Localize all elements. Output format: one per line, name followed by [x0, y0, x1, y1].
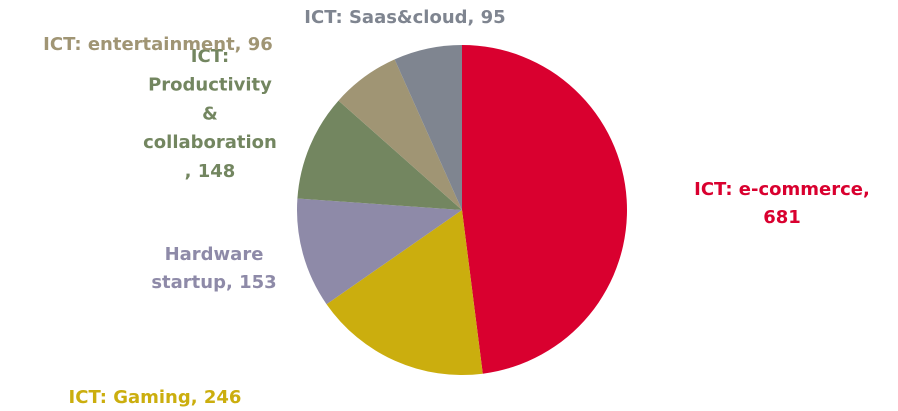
pie-slice — [338, 59, 462, 211]
data-label: ICT: Saas&cloud, 95 — [304, 7, 505, 28]
data-label: ICT: — [191, 46, 229, 67]
pie-slice — [394, 45, 462, 210]
pie-slice — [326, 210, 483, 375]
data-label: collaboration — [143, 132, 277, 153]
data-label: ICT: Gaming, 246 — [69, 387, 242, 408]
data-label: Productivity — [148, 75, 272, 96]
data-label: & — [202, 103, 218, 124]
data-label: 681 — [763, 207, 801, 228]
data-label: startup, 153 — [151, 272, 276, 293]
data-label: ICT: entertainment, 96 — [43, 34, 273, 55]
data-label: Hardware — [165, 244, 264, 265]
data-label: ICT: e-commerce, — [694, 179, 870, 200]
pie-slice — [297, 100, 462, 210]
pie-slice — [297, 198, 462, 305]
data-label: , 148 — [185, 161, 236, 182]
pie-slice — [462, 45, 627, 374]
